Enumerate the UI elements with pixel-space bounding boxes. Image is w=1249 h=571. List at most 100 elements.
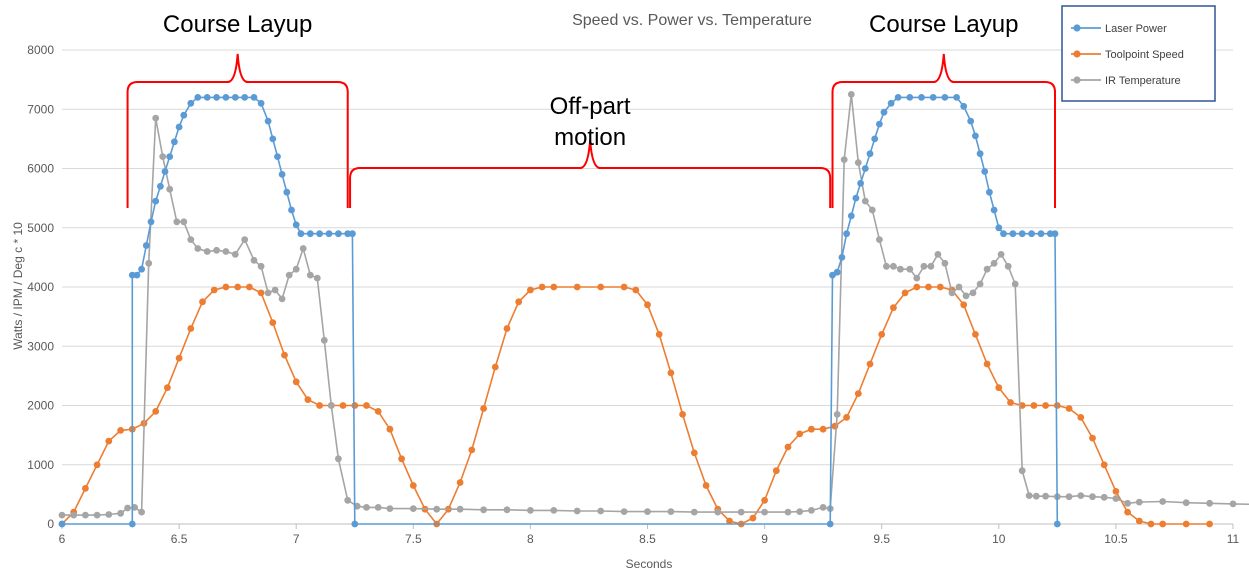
data-point-laser-power xyxy=(986,188,993,196)
data-point-laser-power xyxy=(194,94,202,101)
data-point-laser-power xyxy=(929,94,937,101)
data-point-laser-power xyxy=(847,212,855,220)
data-point-laser-power xyxy=(838,254,846,261)
data-point-laser-power xyxy=(142,242,150,249)
annotation-brace: Course Layup xyxy=(126,11,349,208)
data-point-ir-temperature xyxy=(573,507,581,515)
data-point-ir-temperature xyxy=(941,259,949,267)
data-point-toolpoint-speed xyxy=(1124,508,1131,516)
data-point-laser-power xyxy=(887,99,895,107)
data-point-ir-temperature xyxy=(840,156,848,164)
data-point-ir-temperature xyxy=(433,505,441,513)
data-point-laser-power xyxy=(871,135,879,143)
data-point-ir-temperature xyxy=(264,289,272,297)
data-point-toolpoint-speed xyxy=(936,283,944,291)
data-point-ir-temperature xyxy=(152,114,160,122)
data-point-toolpoint-speed xyxy=(292,378,300,386)
data-point-ir-temperature xyxy=(222,248,230,255)
data-point-ir-temperature xyxy=(833,411,841,418)
data-point-ir-temperature xyxy=(868,206,876,214)
legend-label-laser-power: Laser Power xyxy=(1105,23,1167,35)
data-point-ir-temperature xyxy=(897,265,904,273)
data-point-laser-power xyxy=(283,188,291,196)
data-point-ir-temperature xyxy=(1206,499,1213,507)
data-point-toolpoint-speed xyxy=(597,283,605,291)
series-line-laser-power xyxy=(62,96,1059,525)
data-point-toolpoint-speed xyxy=(1053,402,1061,409)
y-tick-label: 7000 xyxy=(27,102,54,116)
annotations: Course Layup Off-part motion Course Layup xyxy=(126,11,1057,208)
data-point-toolpoint-speed xyxy=(819,425,827,433)
x-tick-label: 7 xyxy=(293,532,300,546)
data-point-toolpoint-speed xyxy=(890,304,897,312)
data-point-ir-temperature xyxy=(271,286,279,294)
data-point-toolpoint-speed xyxy=(468,446,476,454)
data-point-ir-temperature xyxy=(906,265,914,273)
data-point-laser-power xyxy=(344,230,352,238)
data-point-ir-temperature xyxy=(819,504,827,511)
annotation-label: Off-part xyxy=(550,93,631,120)
data-point-ir-temperature xyxy=(854,159,862,167)
data-point-ir-temperature xyxy=(124,504,131,512)
data-point-ir-temperature xyxy=(913,274,921,282)
data-point-toolpoint-speed xyxy=(632,286,640,294)
brace-shape xyxy=(126,53,349,208)
y-tick-label: 5000 xyxy=(27,221,54,235)
data-point-ir-temperature xyxy=(203,248,211,255)
legend: Laser Power Toolpoint Speed IR Temperature xyxy=(1061,5,1216,102)
data-point-ir-temperature xyxy=(1011,280,1019,288)
annotation-label: motion xyxy=(554,124,626,151)
data-point-laser-power xyxy=(941,94,949,101)
data-point-ir-temperature xyxy=(667,508,675,515)
y-tick-label: 6000 xyxy=(27,162,54,176)
data-point-ir-temperature xyxy=(173,218,181,226)
data-point-ir-temperature xyxy=(145,259,153,267)
data-point-toolpoint-speed xyxy=(503,325,511,332)
data-point-laser-power xyxy=(157,182,164,190)
data-point-ir-temperature xyxy=(344,496,352,504)
data-point-ir-temperature xyxy=(983,265,991,273)
brace-shape xyxy=(349,139,832,208)
data-point-ir-temperature xyxy=(117,509,124,517)
y-tick-label: 8000 xyxy=(27,43,54,57)
data-point-ir-temperature xyxy=(194,245,202,252)
data-point-laser-power xyxy=(843,230,850,238)
data-point-ir-temperature xyxy=(976,280,984,288)
data-point-toolpoint-speed xyxy=(234,283,242,291)
data-point-laser-power xyxy=(981,168,989,175)
data-point-laser-power xyxy=(1028,230,1035,238)
annotation-label: Course Layup xyxy=(869,11,1018,38)
data-point-ir-temperature xyxy=(737,508,745,516)
y-tick-label: 0 xyxy=(47,517,54,531)
data-point-toolpoint-speed xyxy=(796,430,804,438)
data-point-ir-temperature xyxy=(82,511,89,519)
data-point-toolpoint-speed xyxy=(960,301,968,309)
data-point-laser-power xyxy=(857,179,864,187)
data-point-toolpoint-speed xyxy=(82,485,89,492)
data-point-laser-power xyxy=(222,94,230,101)
data-point-laser-power xyxy=(203,94,211,101)
data-point-toolpoint-speed xyxy=(281,351,288,359)
data-point-ir-temperature xyxy=(1229,500,1237,508)
data-point-laser-power xyxy=(306,230,314,238)
data-point-laser-power xyxy=(171,138,178,146)
y-tick-label: 4000 xyxy=(27,280,54,294)
data-point-toolpoint-speed xyxy=(1182,520,1190,528)
data-point-ir-temperature xyxy=(257,262,265,270)
data-point-toolpoint-speed xyxy=(1100,461,1108,469)
data-point-toolpoint-speed xyxy=(93,461,101,469)
data-point-ir-temperature xyxy=(883,262,890,270)
x-tick-label: 6 xyxy=(59,532,66,546)
data-point-toolpoint-speed xyxy=(1206,520,1213,528)
data-point-ir-temperature xyxy=(285,271,293,279)
data-point-laser-power xyxy=(861,165,869,172)
data-point-toolpoint-speed xyxy=(222,283,230,291)
data-point-toolpoint-speed xyxy=(199,298,206,306)
data-point-toolpoint-speed xyxy=(117,427,124,434)
data-point-toolpoint-speed xyxy=(527,286,534,294)
legend-label-toolpoint-speed: Toolpoint Speed xyxy=(1105,49,1184,61)
data-point-ir-temperature xyxy=(761,508,768,516)
data-point-laser-power xyxy=(918,94,925,101)
data-point-ir-temperature xyxy=(180,218,188,226)
